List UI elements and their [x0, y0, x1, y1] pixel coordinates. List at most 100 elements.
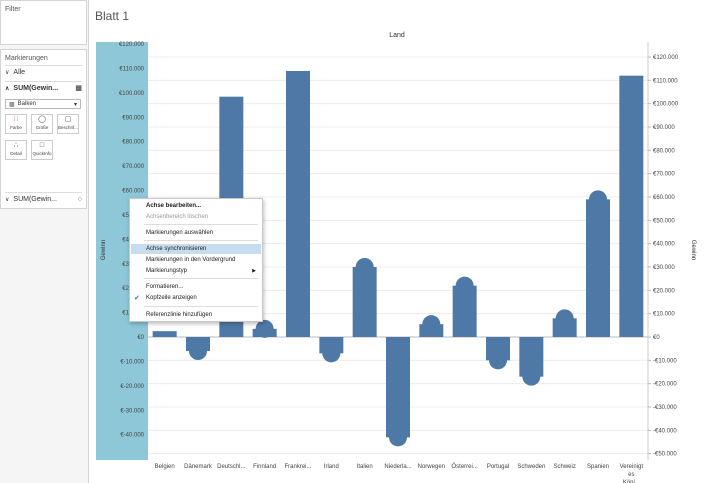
menu-show-header[interactable]: ✔ Kopfzeile anzeigen — [131, 293, 261, 303]
left-axis-tick-label: €-40.000 — [120, 433, 144, 439]
tooltip-icon: □ — [39, 142, 45, 149]
marks-card-title: Markierungen — [5, 55, 48, 62]
marks-sum2-row[interactable]: ∨ SUM(Gewin... ○ — [5, 196, 82, 203]
bar[interactable] — [352, 267, 377, 337]
marks-all-row[interactable]: ∨ Alle — [5, 69, 82, 76]
circle-mark[interactable] — [455, 276, 474, 295]
category-label: Italien — [357, 464, 373, 470]
label-card-label: Beschrif... — [58, 125, 79, 130]
chevron-up-icon: ∧ — [5, 85, 10, 92]
left-axis-tick-label: €80.000 — [122, 140, 144, 146]
right-axis-tick-label: €70.000 — [653, 172, 675, 178]
circle-mark[interactable] — [322, 344, 341, 363]
category-label: Schweiz — [553, 464, 575, 470]
right-axis-tick-label: -€10.000 — [653, 358, 677, 364]
right-axis-tick-label: -€20.000 — [653, 382, 677, 388]
right-axis-tick-label: -€50.000 — [653, 452, 677, 458]
bar[interactable] — [152, 331, 177, 337]
menu-add-reference-line[interactable]: Referenzlinie hinzufügen — [146, 312, 213, 318]
detail-card-label: Detail — [10, 151, 22, 156]
marks-card: Markierungen ∨ Alle ∧ SUM(Gewin... ▩ ▩ B… — [0, 49, 87, 209]
tooltip-card-label: QuickInfo — [32, 151, 52, 156]
detail-icon: ∴ — [13, 142, 19, 149]
bar-chart-icon: ▩ — [75, 85, 82, 92]
right-axis-tick-label: €40.000 — [653, 242, 675, 248]
size-card-label: Größe — [35, 125, 49, 130]
right-axis-title: Gewinn — [690, 240, 696, 260]
menu-synchronize-axis[interactable]: Achse synchronisieren — [131, 244, 261, 254]
circle-mark[interactable] — [189, 342, 207, 360]
left-axis-title: Gewinn — [101, 240, 107, 260]
left-axis-tick-label: €-20.000 — [120, 384, 144, 390]
circle-mark[interactable] — [255, 319, 274, 338]
left-axis-tick-label: €-30.000 — [120, 408, 144, 414]
right-axis-tick-label: €60.000 — [653, 195, 675, 201]
category-label: es — [628, 472, 634, 478]
color-card[interactable]: ∷ Farbe — [5, 114, 27, 134]
color-dots-icon: ∷ — [13, 116, 19, 123]
submenu-arrow-icon: ▶ — [252, 268, 256, 274]
label-card[interactable]: ▢ Beschrif... — [57, 114, 79, 134]
circle-mark[interactable] — [422, 315, 441, 334]
right-axis-tick-label: €90.000 — [653, 125, 675, 131]
right-axis-tick-label: €100.000 — [653, 102, 679, 108]
menu-mark-type-label: Markierungstyp — [146, 268, 188, 274]
right-axis-tick-label: €110.000 — [653, 78, 678, 84]
color-card-label: Farbe — [10, 125, 22, 130]
marks-all-label: Alle — [13, 69, 26, 76]
left-axis-tick-label: €60.000 — [122, 189, 144, 195]
marks-sum-label: SUM(Gewin... — [13, 84, 59, 92]
category-label: Österrei... — [451, 463, 478, 470]
bar[interactable] — [619, 75, 644, 338]
circle-mark[interactable] — [489, 351, 507, 370]
right-axis-tick-label: €10.000 — [653, 312, 675, 318]
bar[interactable] — [386, 337, 410, 438]
filter-shelf[interactable]: Filter — [0, 0, 87, 45]
left-axis-tick-label: €110.000 — [119, 66, 144, 72]
right-axis-tick-label: -€40.000 — [653, 428, 677, 434]
category-label: Irland — [324, 464, 339, 470]
right-axis-tick-label: -€30.000 — [653, 405, 677, 411]
chevron-down-icon: ∨ — [5, 197, 10, 203]
chart-header-title: Land — [389, 32, 405, 39]
mark-type-select[interactable]: ▩ Balken ▾ — [5, 99, 81, 109]
category-label: Spanien — [587, 464, 609, 470]
menu-marks-to-front[interactable]: Markierungen in den Vordergrund — [146, 257, 236, 263]
menu-mark-type[interactable]: Markierungstyp ▶ — [131, 266, 261, 276]
category-label: Frankrei... — [284, 464, 311, 470]
marks-sum-row[interactable]: ∧ SUM(Gewin... ▩ — [5, 84, 82, 93]
circle-mark[interactable] — [589, 190, 607, 209]
circle-mark[interactable] — [555, 309, 574, 328]
circle-mark[interactable] — [522, 367, 541, 386]
circle-icon: ○ — [77, 196, 82, 203]
right-axis-tick-label: €120.000 — [653, 55, 679, 61]
bar[interactable] — [586, 199, 610, 337]
menu-format[interactable]: Formatieren... — [146, 284, 184, 290]
dropdown-arrow-icon: ▾ — [73, 101, 77, 108]
bar[interactable] — [286, 71, 310, 337]
right-axis-tick-label: €50.000 — [653, 218, 675, 224]
right-axis-tick-label: €0 — [653, 335, 660, 341]
tooltip-card[interactable]: □ QuickInfo — [31, 140, 53, 160]
detail-card[interactable]: ∴ Detail — [5, 140, 27, 160]
circle-mark[interactable] — [355, 258, 374, 276]
menu-edit-axis[interactable]: Achse bearbeiten... — [146, 203, 202, 209]
menu-show-header-label: Kopfzeile anzeigen — [146, 295, 197, 301]
category-label: Schweden — [517, 464, 545, 470]
menu-select-marks[interactable]: Markierungen auswählen — [146, 230, 214, 236]
mark-type-value: Balken — [17, 101, 37, 107]
size-card[interactable]: ◯ Größe — [31, 114, 53, 134]
category-label: Köni... — [623, 480, 640, 483]
category-label: Finnland — [253, 464, 276, 470]
category-label: Vereinigt — [620, 464, 644, 470]
checkmark-icon: ✔ — [134, 295, 140, 302]
filter-shelf-title: Filter — [5, 6, 21, 13]
sheet-title: Blatt 1 — [95, 9, 130, 23]
marks-sum2-label: SUM(Gewin... — [13, 196, 57, 203]
bar-chart-icon: ▩ — [9, 101, 15, 108]
label-icon: ▢ — [64, 116, 72, 123]
circle-mark[interactable] — [389, 428, 407, 447]
category-label: Portugal — [487, 464, 509, 470]
category-label: Niederla... — [384, 464, 412, 470]
